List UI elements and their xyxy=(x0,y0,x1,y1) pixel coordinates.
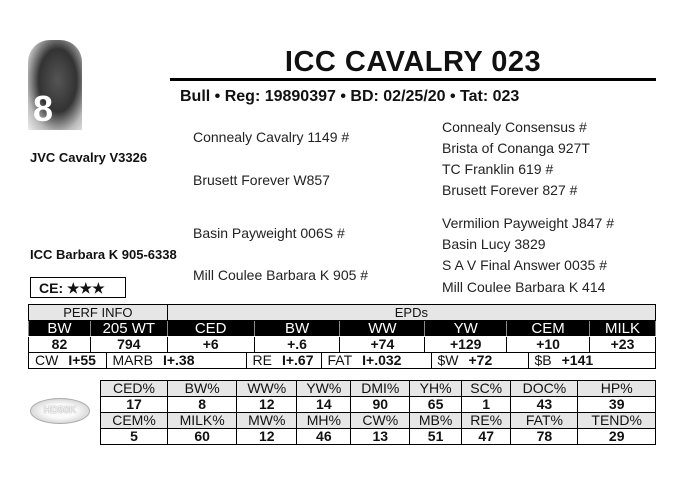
carcass-cw: CW I+55 xyxy=(29,353,107,368)
percentile-value: 46 xyxy=(296,428,352,445)
percentile-label: WW% xyxy=(236,380,298,397)
ss-sire: Connealy Consensus # xyxy=(442,119,587,135)
value: +74 xyxy=(339,336,426,353)
percentile-value: 8 xyxy=(166,396,238,413)
sd-sire: TC Franklin 619 # xyxy=(442,161,554,177)
label: MILK xyxy=(589,320,656,337)
value: +.6 xyxy=(253,336,341,353)
percentile-label: CW% xyxy=(350,412,411,429)
percentile-value: 17 xyxy=(100,396,168,413)
label: BW xyxy=(253,320,341,337)
epd-table: PERF INFO EPDs BW 205 WT CED BW WW YW CEM MILK 8… xyxy=(28,304,657,369)
ds-dam: Basin Lucy 3829 xyxy=(442,236,546,252)
value: 794 xyxy=(89,336,168,353)
label: YW xyxy=(424,320,508,337)
label: 205 WT xyxy=(89,320,168,337)
value: 82 xyxy=(28,336,91,353)
lot-number: 8 xyxy=(33,88,54,129)
percentile-value: 39 xyxy=(577,396,656,413)
value: +129 xyxy=(424,336,508,353)
index-w: $W +72 xyxy=(431,353,529,368)
dd-dam: Mill Coulee Barbara K 414 xyxy=(442,279,606,295)
percentile-value: 29 xyxy=(577,428,656,445)
percentile-table: CED% BW% WW% YW% DMI% YH% SC% DOC% HP% 17 8 12 14 90 6… xyxy=(100,380,656,445)
title-divider xyxy=(170,78,656,81)
label: CED xyxy=(166,320,255,337)
percentile-label: MB% xyxy=(409,412,462,429)
percentile-value: 1 xyxy=(460,396,512,413)
percentile-value: 65 xyxy=(409,396,462,413)
dd-sire: S A V Final Answer 0035 # xyxy=(442,257,607,273)
percentile-label: FAT% xyxy=(510,412,579,429)
animal-name: ICC CAVALRY 023 xyxy=(284,46,542,78)
percentile-label: YH% xyxy=(409,380,462,397)
percentile-label: MW% xyxy=(236,412,298,429)
label: WW xyxy=(339,320,426,337)
percentile-value: 90 xyxy=(350,396,411,413)
sire-sire: Connealy Cavalry 1149 # xyxy=(193,129,350,145)
percentile-label: CEM% xyxy=(100,412,168,429)
sire: JVC Cavalry V3326 xyxy=(30,150,148,165)
percentile-value: 13 xyxy=(350,428,411,445)
epds-header: EPDs xyxy=(166,304,657,321)
ds-sire: Vermilion Payweight J847 # xyxy=(442,215,614,231)
percentile-value: 12 xyxy=(236,428,298,445)
percentile-label: DMI% xyxy=(350,380,411,397)
sire-dam: Brusett Forever W857 xyxy=(193,172,330,188)
percentile-label: CED% xyxy=(100,380,168,397)
percentile-label: HP% xyxy=(577,380,656,397)
label: BW xyxy=(28,320,91,337)
percentile-value: 5 xyxy=(100,428,168,445)
carcass-marb: MARB I+.38 xyxy=(106,353,247,368)
value: +23 xyxy=(589,336,656,353)
dam-sire: Basin Payweight 006S # xyxy=(193,225,345,241)
carcass-fat: FAT I+.032 xyxy=(321,353,432,368)
percentile-value: 60 xyxy=(166,428,238,445)
percentile-label: MILK% xyxy=(166,412,238,429)
percentile-value: 51 xyxy=(409,428,462,445)
perf-info-header: PERF INFO xyxy=(28,304,168,321)
ss-dam: Brista of Conanga 927T xyxy=(442,140,590,156)
percentile-label: BW% xyxy=(166,380,238,397)
percentile-label: SC% xyxy=(460,380,512,397)
bull-photo xyxy=(28,40,82,130)
percentile-label: DOC% xyxy=(510,380,579,397)
percentile-label: RE% xyxy=(460,412,512,429)
dam-dam: Mill Coulee Barbara K 905 # xyxy=(193,267,369,283)
percentile-value: 47 xyxy=(460,428,512,445)
value: +10 xyxy=(506,336,590,353)
percentile-value: 14 xyxy=(296,396,352,413)
carcass-re: RE I+.67 xyxy=(246,353,322,368)
hd50k-logo: HD50K xyxy=(30,398,90,424)
sd-dam: Brusett Forever 827 # xyxy=(442,182,578,198)
value: +6 xyxy=(166,336,255,353)
percentile-value: 43 xyxy=(510,396,579,413)
calving-ease-rating: CE: ★★★ xyxy=(30,277,126,298)
label: CEM xyxy=(506,320,590,337)
index-b: $B +141 xyxy=(534,352,594,368)
percentile-label: TEND% xyxy=(577,412,656,429)
percentile-value: 78 xyxy=(510,428,579,445)
percentile-value: 12 xyxy=(236,396,298,413)
animal-details: Bull • Reg: 19890397 • BD: 02/25/20 • Ta… xyxy=(180,88,520,105)
dam: ICC Barbara K 905-6338 xyxy=(30,247,177,262)
percentile-label: YW% xyxy=(296,380,352,397)
percentile-label: MH% xyxy=(296,412,352,429)
